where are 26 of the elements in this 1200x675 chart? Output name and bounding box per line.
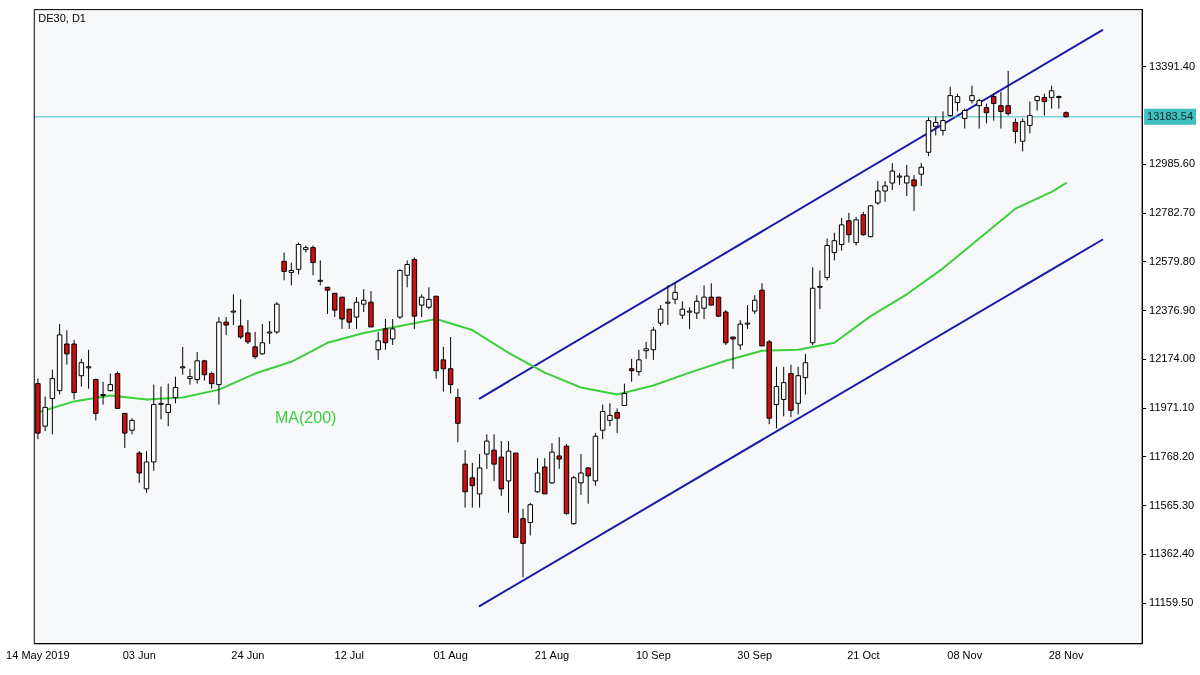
x-tick-label: 01 Aug (433, 649, 468, 662)
y-tick-label: 12782.70 (1149, 206, 1196, 219)
x-tick-label: 24 Jun (231, 649, 265, 662)
x-tick-label: 08 Nov (947, 649, 983, 662)
x-tick-label: 21 Aug (534, 649, 570, 662)
y-tick-label: 13391.40 (1149, 59, 1196, 72)
candlestick (455, 388, 461, 443)
x-tick-label: 03 Jun (122, 649, 156, 662)
chart-title: DE30, D1 (38, 12, 86, 25)
ref-line-label: 13183.54 (1147, 109, 1194, 122)
x-tick-label: 12 Jul (334, 649, 364, 662)
y-tick-label: 11768.20 (1149, 449, 1195, 462)
x-tick-label: 28 Nov (1048, 649, 1085, 662)
y-tick-label: 11565.30 (1149, 498, 1195, 511)
y-tick-label: 12174.00 (1149, 352, 1196, 365)
y-tick-label: 12376.90 (1149, 303, 1196, 316)
text: MA(200) (275, 409, 337, 427)
y-tick-label: 11971.10 (1149, 401, 1195, 414)
x-tick-label: 30 Sep (737, 649, 773, 662)
x-tick-label: 14 May 2019 (6, 649, 70, 662)
y-tick-label: 11362.40 (1149, 547, 1195, 560)
y-tick-label: 12579.80 (1149, 254, 1196, 267)
x-tick-label: 10 Sep (635, 649, 671, 662)
y-tick-label: 11159.50 (1149, 596, 1194, 609)
x-tick-label: 21 Oct (847, 649, 880, 662)
y-tick-label: 12985.60 (1149, 157, 1196, 170)
